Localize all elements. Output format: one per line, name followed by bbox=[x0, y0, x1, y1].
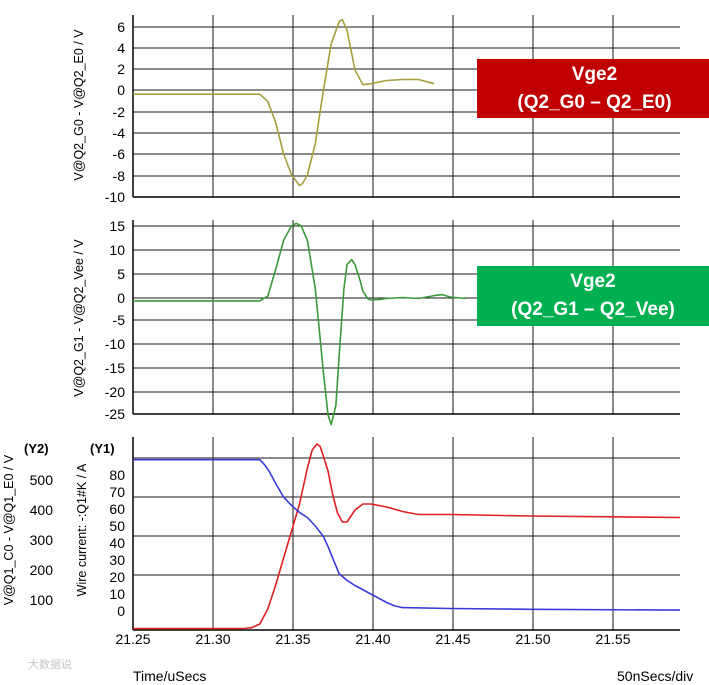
panel3-ylabel-y2: V@Q1_C0 - V@Q1_E0 / V bbox=[2, 454, 16, 605]
y-tick-label: -2 bbox=[113, 104, 126, 120]
series-vce-line bbox=[133, 443, 681, 630]
x-tick-label: 21.25 bbox=[115, 631, 150, 647]
x-axis-label: Time/uSecs bbox=[133, 668, 206, 684]
y1-tick-label: 80 bbox=[109, 467, 125, 483]
y1-axis-tag: (Y1) bbox=[90, 441, 115, 456]
y2-tick-label: 500 bbox=[30, 472, 54, 488]
y2-tick-label: 400 bbox=[30, 502, 54, 518]
y1-tick-label: 0 bbox=[117, 603, 125, 619]
callout-vge2-g0: Vge2 (Q2_G0 – Q2_E0) bbox=[477, 59, 709, 118]
y-tick-label: -4 bbox=[113, 125, 126, 141]
callout1-line2: (Q2_G0 – Q2_E0) bbox=[517, 91, 672, 113]
y1-tick-label: 30 bbox=[109, 552, 125, 568]
x-tick-label: 21.40 bbox=[355, 631, 390, 647]
callout2-line2: (Q2_G1 – Q2_Vee) bbox=[511, 299, 675, 320]
y-tick-label: 2 bbox=[117, 61, 125, 77]
y2-tick-label: 300 bbox=[30, 532, 54, 548]
y-tick-label: -8 bbox=[113, 168, 126, 184]
series-vge2-g1-line bbox=[133, 222, 467, 426]
y-tick-label: 4 bbox=[117, 40, 125, 56]
y-tick-label: 0 bbox=[117, 82, 125, 98]
x-scale-note: 50nSecs/div bbox=[617, 668, 693, 684]
series-current-line bbox=[133, 458, 681, 611]
x-tick-label: 21.50 bbox=[515, 631, 550, 647]
watermark: 大数据说 bbox=[28, 657, 72, 671]
panel-vge2-g1: 15 10 5 0 -5 -10 -15 -20 -25 bbox=[105, 218, 680, 426]
y-tick-label: 6 bbox=[117, 19, 125, 35]
y-tick-label: 10 bbox=[109, 242, 125, 258]
callout2-line1: Vge2 bbox=[570, 271, 616, 292]
callout1-line1: Vge2 bbox=[571, 63, 618, 85]
y1-tick-label: 50 bbox=[109, 518, 125, 534]
y2-axis-tag: (Y2) bbox=[24, 441, 49, 456]
y-tick-label: -25 bbox=[105, 406, 125, 422]
y1-tick-label: 60 bbox=[109, 501, 125, 517]
callout-vge2-g1: Vge2 (Q2_G1 – Q2_Vee) bbox=[477, 266, 709, 326]
y1-tick-label: 40 bbox=[109, 535, 125, 551]
y-tick-label: -10 bbox=[105, 336, 125, 352]
y1-tick-label: 20 bbox=[109, 569, 125, 585]
y-tick-label: 15 bbox=[109, 218, 125, 234]
y1-tick-label: 70 bbox=[109, 484, 125, 500]
y-tick-label: -15 bbox=[105, 360, 125, 376]
x-tick-label: 21.55 bbox=[595, 631, 630, 647]
panel3-ylabel-y1: Wire current: -:Q1#K / A bbox=[75, 463, 89, 596]
y-tick-label: -10 bbox=[105, 189, 125, 205]
y-tick-label: -5 bbox=[113, 312, 126, 328]
series-vge2-g0-line bbox=[133, 18, 435, 187]
y2-tick-label: 100 bbox=[30, 592, 54, 608]
panel1-ylabel: V@Q2_G0 - V@Q2_E0 / V bbox=[72, 29, 86, 181]
panel2-ylabel: V@Q2_G1 - V@Q2_Vee / V bbox=[72, 239, 86, 397]
x-tick-label: 21.45 bbox=[435, 631, 470, 647]
y1-tick-label: 10 bbox=[109, 586, 125, 602]
x-tick-label: 21.30 bbox=[195, 631, 230, 647]
y-tick-label: 0 bbox=[117, 290, 125, 306]
y2-tick-label: 200 bbox=[30, 562, 54, 578]
y-tick-label: 5 bbox=[117, 266, 125, 282]
panel-vge2-g0: 6 4 2 0 -2 -4 -6 -8 -10 bbox=[105, 15, 680, 205]
y-tick-label: -20 bbox=[105, 384, 125, 400]
x-tick-label: 21.35 bbox=[275, 631, 310, 647]
y-tick-label: -6 bbox=[113, 146, 126, 162]
